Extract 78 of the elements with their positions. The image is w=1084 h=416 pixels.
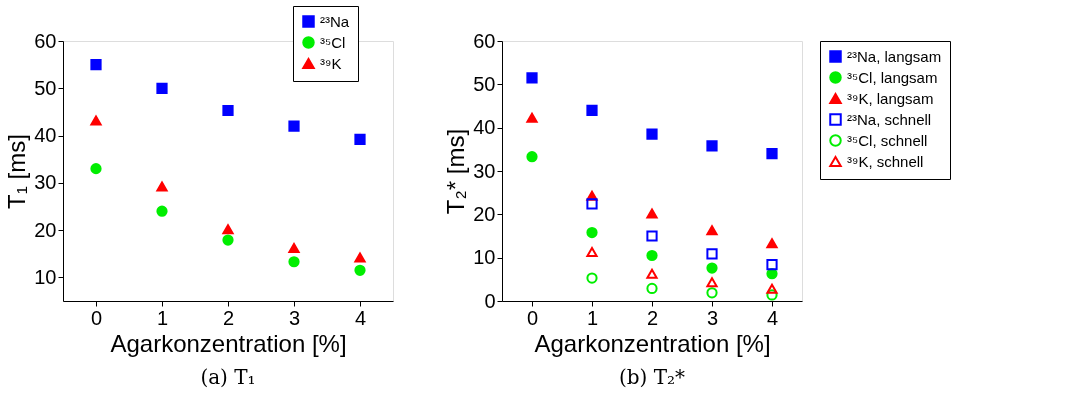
point [156, 205, 168, 217]
point [706, 140, 718, 152]
legend-label: ³⁵Cl, langsam [847, 68, 938, 86]
x-tick-label: 1 [156, 306, 169, 329]
y-tick-label: 20 [34, 218, 57, 241]
point [766, 238, 778, 249]
y-tick-label: 60 [34, 29, 57, 52]
point [646, 268, 658, 279]
point [766, 258, 778, 271]
point [706, 248, 718, 260]
point [586, 104, 598, 116]
point [90, 115, 102, 126]
y-tick-label: 60 [473, 29, 496, 52]
x-tick-label: 2 [222, 306, 235, 329]
point [586, 198, 598, 210]
point [222, 234, 234, 246]
point [526, 151, 538, 163]
legend-label: ²³Na, schnell [847, 110, 932, 128]
point [586, 226, 598, 239]
point [706, 277, 718, 288]
point [354, 133, 366, 145]
x-tick-label: 2 [646, 306, 659, 329]
point [288, 120, 300, 132]
point [706, 262, 718, 274]
point [586, 247, 598, 258]
point [766, 289, 778, 301]
point [526, 72, 538, 84]
point [766, 283, 778, 294]
x-tick-label: 0 [90, 306, 103, 329]
point [646, 230, 658, 242]
y-tick-label: 20 [473, 202, 496, 225]
point [156, 181, 168, 192]
point [90, 163, 102, 175]
y-tick-label: 40 [34, 124, 57, 147]
x-tick-label: 0 [526, 306, 539, 329]
point [288, 243, 300, 254]
y-tick-label: 10 [34, 265, 57, 288]
text: (a) T₁ [200, 365, 256, 389]
legend-label: ²³Na, langsam [847, 47, 942, 65]
y-tick-label: 10 [473, 246, 496, 269]
legend-label: ³⁹K [320, 54, 342, 72]
y-axis-title: T₁ [ms] [3, 134, 31, 209]
point [706, 287, 718, 299]
y-tick-label: 30 [34, 171, 57, 194]
point [222, 224, 234, 235]
point [156, 82, 168, 94]
x-tick-label: 4 [766, 306, 779, 329]
point [90, 59, 102, 71]
legend-label: ³⁹K, langsam [847, 89, 934, 107]
y-tick-label: 30 [473, 159, 496, 182]
y-tick-label: 50 [34, 76, 57, 99]
y-tick-label: 40 [473, 116, 496, 139]
x-tick-label: 4 [354, 306, 367, 329]
text: (b) T₂* [618, 365, 686, 389]
point [646, 249, 658, 262]
x-tick-label: 3 [288, 306, 301, 329]
point [354, 252, 366, 263]
x-tick-label: 1 [586, 306, 599, 329]
point [526, 112, 538, 123]
legend-label: ³⁵Cl [320, 33, 346, 51]
point [354, 264, 366, 276]
x-tick-label: 3 [706, 306, 719, 329]
point [646, 282, 658, 295]
legend-label: ³⁵Cl, schnell [847, 131, 928, 149]
point [586, 272, 598, 284]
point [706, 225, 718, 236]
point [288, 256, 300, 268]
legend-label: ³⁹K, schnell [847, 152, 924, 170]
point [646, 128, 658, 140]
point [766, 148, 778, 160]
x-axis-title: Agarkonzentration [%] [534, 329, 771, 357]
y-axis-title: T₂* [ms] [442, 128, 470, 215]
point [646, 208, 658, 219]
y-tick-label: 50 [473, 72, 496, 95]
y-tick-label: 0 [484, 289, 496, 312]
legend-label: ²³Na [320, 12, 350, 30]
x-axis-title: Agarkonzentration [%] [110, 329, 347, 357]
point [222, 104, 234, 117]
